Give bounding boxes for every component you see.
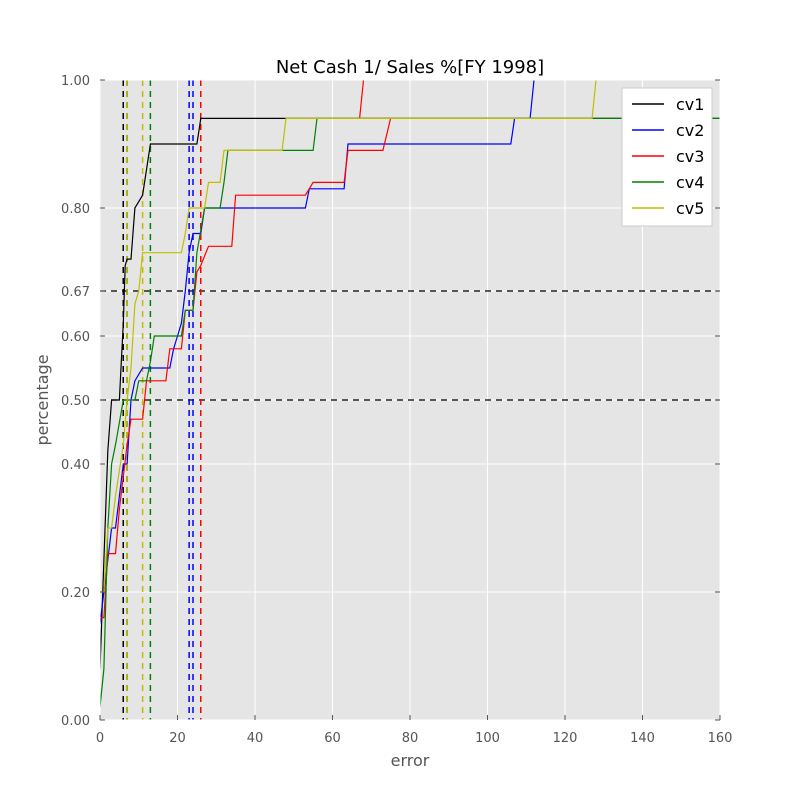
- x-tick-label: 80: [402, 731, 419, 746]
- x-tick-label: 0: [96, 731, 104, 746]
- x-tick-label: 20: [169, 731, 186, 746]
- legend-label-cv5: cv5: [676, 199, 704, 218]
- legend-label-cv3: cv3: [676, 147, 704, 166]
- x-tick-label: 40: [247, 731, 264, 746]
- x-tick-label: 140: [630, 731, 655, 746]
- legend-label-cv2: cv2: [676, 121, 704, 140]
- x-tick-label: 120: [553, 731, 578, 746]
- legend: cv1 cv2 cv3 cv4 cv5: [621, 87, 713, 227]
- series-line-cv1: [100, 117, 720, 669]
- y-tick-label: 0.20: [61, 586, 90, 601]
- reference-lines: [100, 290, 720, 401]
- x-tick-label: 160: [708, 731, 733, 746]
- series-line-cv4: [100, 117, 720, 708]
- y-axis-label: percentage: [33, 354, 52, 445]
- y-tick-label: 0.40: [61, 458, 90, 473]
- x-tick-label: 60: [324, 731, 341, 746]
- y-tick-label: 0.50: [61, 394, 90, 409]
- y-tick-label: 0.80: [61, 202, 90, 217]
- y-tick-label: 1.00: [61, 74, 90, 89]
- chart-title: Net Cash 1/ Sales %[FY 1998]: [276, 57, 544, 78]
- legend-box: [621, 87, 713, 227]
- y-tick-label: 0.60: [61, 330, 90, 345]
- series-layer: [100, 80, 720, 720]
- legend-label-cv1: cv1: [676, 95, 704, 114]
- x-tick-label: 100: [475, 731, 500, 746]
- axis-ticks: 0 20 40 60 80 100 120 140 160 0.00 0.20 0.40 0.50 0.6…: [61, 74, 732, 746]
- legend-label-cv4: cv4: [676, 173, 704, 192]
- x-axis-label: error: [391, 751, 430, 770]
- y-tick-label: 0.00: [61, 714, 90, 729]
- series-line-cv5: [100, 80, 597, 593]
- y-tick-label: 0.67: [61, 285, 90, 300]
